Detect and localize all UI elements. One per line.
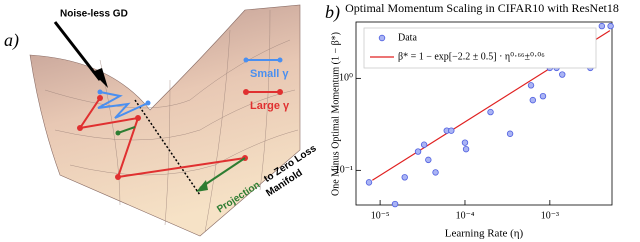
data-point xyxy=(414,148,422,155)
data-point xyxy=(365,179,373,186)
data-point xyxy=(527,82,535,89)
data-point xyxy=(539,92,547,100)
large-legend-dot xyxy=(277,89,283,95)
data-point xyxy=(462,145,470,153)
panel-a: a) Noise-less GD Small γ Large γ Project… xyxy=(4,4,319,237)
x-axis-label: Learning Rate (η) xyxy=(445,228,524,240)
data-point xyxy=(529,96,537,104)
data-point xyxy=(401,174,408,181)
chart-title: Optimal Momentum Scaling in CIFAR10 with… xyxy=(345,1,619,15)
data-point xyxy=(559,71,566,78)
panel-label: a) xyxy=(4,30,19,51)
x-tick-label: 10⁻³ xyxy=(541,210,559,221)
data-point xyxy=(506,130,514,137)
loss-surface xyxy=(29,4,301,237)
data-point xyxy=(607,22,614,30)
plot-frame xyxy=(355,21,613,206)
gd-arrow xyxy=(53,21,102,81)
panel-label: b) xyxy=(325,2,340,23)
legend-box xyxy=(363,27,597,69)
projection-point xyxy=(115,130,121,136)
small-legend-dot xyxy=(277,57,283,63)
projection-arrowhead xyxy=(196,180,208,192)
small-legend-dot xyxy=(243,57,249,63)
small-path xyxy=(97,91,149,119)
zero-loss-manifold xyxy=(134,99,201,196)
data-point xyxy=(461,139,469,146)
small-label: Small γ xyxy=(250,68,289,80)
x-tick-label: 10⁻⁴ xyxy=(456,210,475,221)
legend-label: Data xyxy=(398,32,417,43)
data-point xyxy=(425,156,432,164)
gd-label: Noise-less GD xyxy=(60,9,128,20)
x-tick-label: 10⁻⁵ xyxy=(371,210,390,221)
data-point xyxy=(448,127,455,134)
small-projection xyxy=(117,126,136,134)
large-legend-dot xyxy=(243,89,249,95)
y-tick-label: 10⁰ xyxy=(339,73,353,84)
gd-arrowhead xyxy=(92,68,108,88)
panel-b: b) Optimal Momentum Scaling in CIFAR10 w… xyxy=(325,1,619,240)
data-point xyxy=(432,169,439,176)
y-axis-label: One Minus Optimal Momentum (1 − β*) xyxy=(330,32,341,196)
large-label: Large γ xyxy=(250,100,290,112)
large-projection xyxy=(199,157,246,189)
data-point xyxy=(420,141,428,148)
y-tick-label: 10⁻¹ xyxy=(335,165,353,176)
legend-label: β* = 1 − exp[−2.2 ± 0.5] · η⁰·⁶⁶±⁰·⁰⁶ xyxy=(398,51,545,62)
data-point xyxy=(598,22,606,30)
data-point xyxy=(487,108,494,116)
data-point xyxy=(391,200,399,208)
small-points xyxy=(97,89,151,106)
legend-marker xyxy=(378,34,386,42)
